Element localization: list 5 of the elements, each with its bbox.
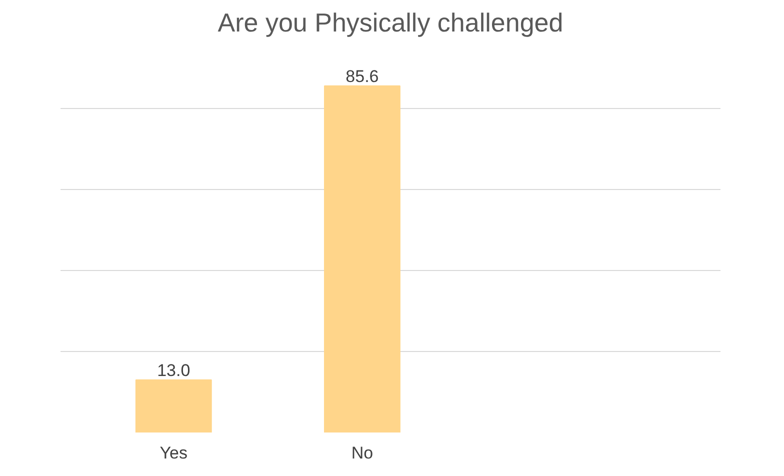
data-label: 85.6 — [346, 66, 379, 86]
x-tick-label: No — [351, 444, 374, 462]
x-tick-label: Yes — [160, 444, 188, 462]
data-label: 13.0 — [157, 360, 190, 380]
chart-title: Are you Physically challenged — [218, 8, 564, 38]
